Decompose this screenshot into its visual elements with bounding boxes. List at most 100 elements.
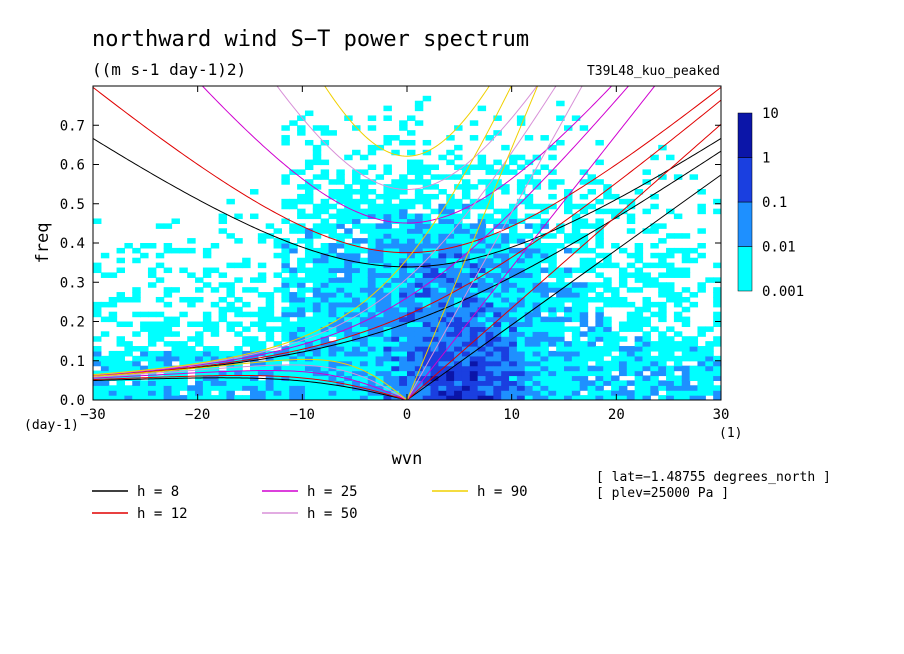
field-cell <box>344 380 353 386</box>
field-cell <box>501 360 510 367</box>
field-cell <box>540 296 549 303</box>
field-cell <box>383 380 392 386</box>
field-cell <box>579 380 589 386</box>
field-cell <box>281 355 290 362</box>
field-cell <box>548 336 557 342</box>
field-cell <box>242 262 251 269</box>
field-cell <box>556 336 565 342</box>
field-cell <box>673 247 683 254</box>
field-cell <box>407 385 416 391</box>
field-cell <box>414 292 424 298</box>
field-cell <box>477 179 487 185</box>
field-cell <box>375 375 385 381</box>
field-cell <box>328 380 337 386</box>
field-cell <box>469 326 479 332</box>
field-cell <box>461 365 471 372</box>
field-cell <box>147 336 157 342</box>
field-cell <box>446 301 455 308</box>
field-cell <box>438 174 447 180</box>
field-cell <box>242 380 251 386</box>
field-cell <box>516 326 526 332</box>
field-cell <box>163 292 173 298</box>
legend-label: h = 8 <box>137 484 179 500</box>
field-cell <box>524 233 534 239</box>
field-cell <box>163 316 173 323</box>
field-cell <box>320 203 330 210</box>
field-cell <box>399 252 408 259</box>
field-cell <box>163 385 173 391</box>
field-cell <box>469 203 479 210</box>
field-cell <box>289 267 298 274</box>
field-cell <box>626 272 636 278</box>
field-cell <box>532 336 542 342</box>
field-cell <box>556 301 565 308</box>
field-cell <box>383 208 392 215</box>
field-cell <box>516 184 526 190</box>
field-cell <box>540 395 549 400</box>
field-cell <box>234 262 243 269</box>
field-cell <box>571 395 581 400</box>
field-cell <box>163 370 173 377</box>
field-cell <box>485 184 494 190</box>
field-cell <box>493 218 502 224</box>
field-cell <box>532 390 542 396</box>
field-cell <box>469 395 479 400</box>
field-cell <box>697 350 706 357</box>
field-cell <box>124 365 133 372</box>
field-cell <box>304 272 314 278</box>
field-cell <box>226 385 235 391</box>
field-cell <box>493 296 502 303</box>
field-cell <box>250 336 259 342</box>
field-cell <box>116 292 125 298</box>
field-cell <box>446 277 455 283</box>
field-cell <box>446 213 455 220</box>
field-cell <box>359 336 369 342</box>
field-cell <box>477 365 487 372</box>
field-cell <box>312 252 322 259</box>
field-cell <box>359 370 369 377</box>
field-cell <box>414 174 424 180</box>
field-cell <box>375 311 385 318</box>
field-cell <box>375 346 385 352</box>
field-cell <box>705 341 714 347</box>
field-cell <box>469 341 479 347</box>
field-cell <box>493 208 502 215</box>
field-cell <box>336 326 345 332</box>
field-cell <box>367 316 377 323</box>
field-cell <box>493 360 502 367</box>
field-cell <box>532 154 542 161</box>
field-cell <box>509 247 518 254</box>
field-cell <box>540 326 549 332</box>
field-cell <box>171 350 180 357</box>
field-cell <box>352 321 361 328</box>
field-cell <box>399 287 408 293</box>
field-cell <box>516 346 526 352</box>
field-cell <box>328 267 337 274</box>
field-cell <box>666 272 675 278</box>
field-cell <box>383 228 392 234</box>
field-cell <box>509 203 518 210</box>
field-cell <box>532 346 542 352</box>
field-cell <box>422 336 432 342</box>
field-cell <box>163 350 173 357</box>
field-cell <box>383 272 392 278</box>
field-cell <box>328 316 337 323</box>
field-cell <box>516 262 526 269</box>
field-cell <box>399 350 408 357</box>
field-cell <box>383 336 392 342</box>
field-cell <box>485 193 494 200</box>
field-cell <box>634 267 644 274</box>
field-cell <box>469 267 479 274</box>
field-cell <box>469 306 479 313</box>
field-cell <box>391 385 400 391</box>
field-cell <box>532 375 542 381</box>
field-cell <box>281 316 290 323</box>
field-cell <box>634 370 644 377</box>
field-cell <box>485 375 494 381</box>
field-cell <box>548 203 557 210</box>
field-cell <box>344 218 353 224</box>
field-cell <box>493 267 502 274</box>
field-cell <box>422 321 432 328</box>
field-cell <box>140 355 149 362</box>
field-cell <box>367 287 377 293</box>
